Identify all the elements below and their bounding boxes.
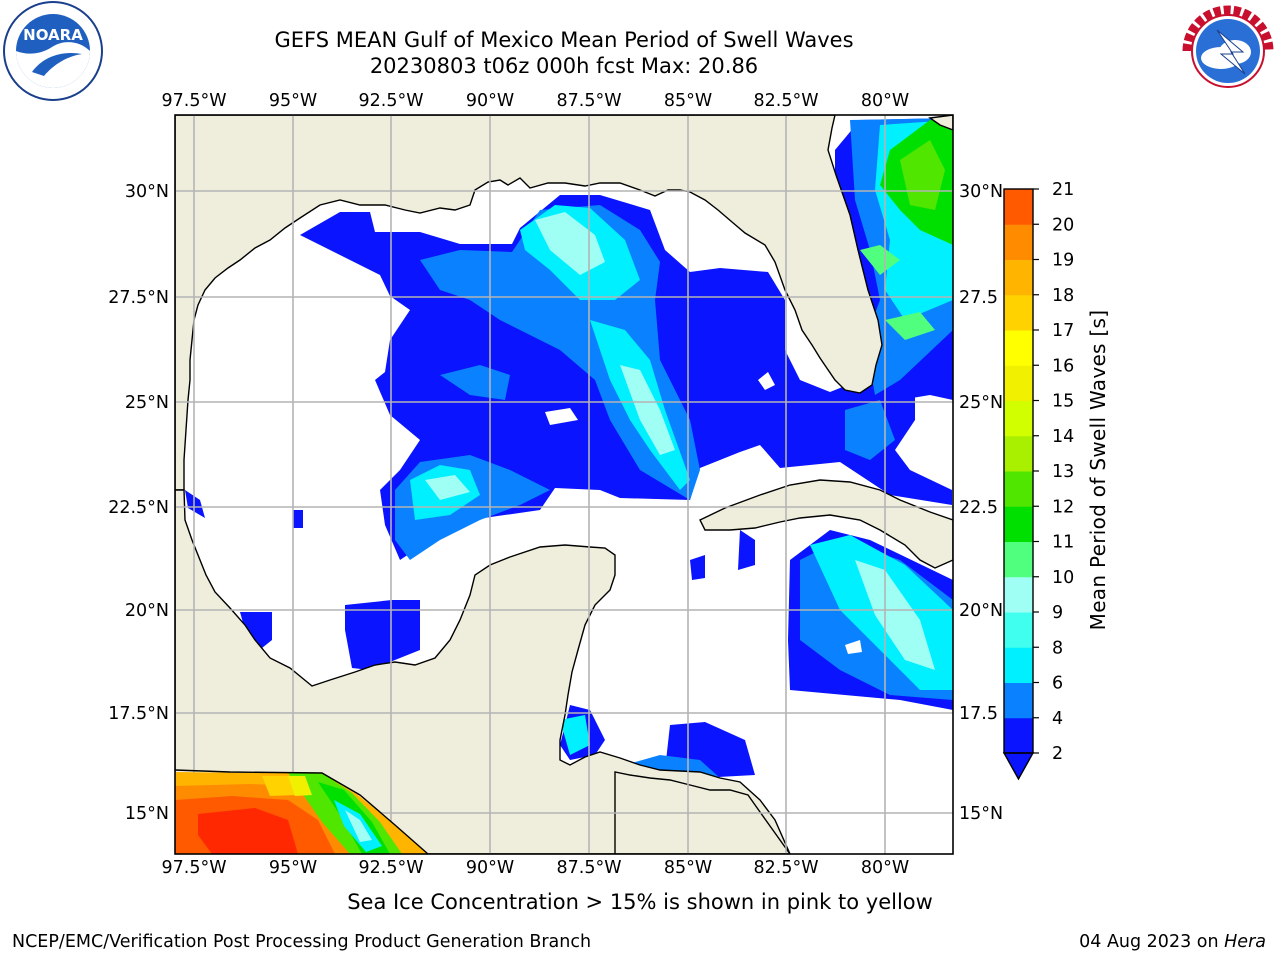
lat-label-right: 30°N <box>959 182 1003 202</box>
colorbar-tick-label: 6 <box>1052 674 1063 694</box>
colorbar-segment <box>1004 576 1033 613</box>
footer-date-text: 04 Aug 2023 on <box>1079 932 1225 952</box>
colorbar-segment <box>1004 612 1033 648</box>
lon-label-top: 90°W <box>466 91 514 111</box>
lon-label-bottom: 80°W <box>861 858 909 878</box>
graticule <box>175 115 953 854</box>
nws-logo <box>1180 3 1276 99</box>
colorbar-segment <box>1004 717 1033 754</box>
colorbar-tick-label: 2 <box>1052 744 1063 764</box>
colorbar-segment <box>1004 541 1033 578</box>
colorbar-tick-label: 21 <box>1052 180 1074 200</box>
colorbar-tick-label: 15 <box>1052 392 1074 412</box>
sea-ice-note: Sea Ice Concentration > 15% is shown in … <box>347 890 933 914</box>
lon-label-bottom: 85°W <box>664 858 712 878</box>
colorbar-segment <box>1004 400 1033 437</box>
lon-label-bottom: 97.5°W <box>161 858 226 878</box>
map-title: GEFS MEAN Gulf of Mexico Mean Period of … <box>274 28 854 52</box>
footer-credit: NCEP/EMC/Verification Post Processing Pr… <box>12 932 592 952</box>
colorbar-tick-label: 18 <box>1052 286 1074 306</box>
colorbar-segment <box>1004 330 1033 366</box>
lat-label-left: 22.5°N <box>108 498 169 518</box>
lat-label-right: 20°N <box>959 601 1003 621</box>
lat-label-right: 25°N <box>959 393 1003 413</box>
lat-label-left: 17.5°N <box>108 704 169 724</box>
lon-label-top: 80°W <box>861 91 909 111</box>
colorbar-segment <box>1004 189 1033 225</box>
colorbar: 21 20 19 18 17 16 15 14 13 12 11 10 9 8 6 4 2 <box>1002 180 1074 781</box>
lon-label-bottom: 82.5°W <box>753 858 818 878</box>
colorbar-segment <box>1004 506 1033 542</box>
colorbar-segment <box>1004 682 1033 719</box>
lat-label-left: 27.5°N <box>108 288 169 308</box>
map-subtitle: 20230803 t06z 000h fcst Max: 20.86 <box>369 54 759 78</box>
lat-label-left: 15°N <box>125 804 169 824</box>
lon-label-top: 85°W <box>664 91 712 111</box>
lon-label-top: 92.5°W <box>358 91 423 111</box>
map-frame <box>174 114 954 855</box>
lat-label-left: 25°N <box>125 393 169 413</box>
colorbar-segment <box>1004 435 1033 472</box>
colorbar-tick-label: 19 <box>1052 251 1074 271</box>
colorbar-tick-label: 10 <box>1052 568 1074 588</box>
lon-label-bottom: 92.5°W <box>358 858 423 878</box>
colorbar-segment <box>1004 471 1033 507</box>
lat-label-right: 15°N <box>959 804 1003 824</box>
lon-label-top: 97.5°W <box>161 91 226 111</box>
footer-date: 04 Aug 2023 on Hera <box>1079 932 1266 952</box>
colorbar-segment <box>1004 647 1033 683</box>
colorbar-tick-label: 17 <box>1052 321 1074 341</box>
colorbar-tick-label: 9 <box>1052 603 1063 623</box>
lon-label-bottom: 87.5°W <box>556 858 621 878</box>
noaa-logo: NOARA <box>3 1 103 101</box>
colorbar-tick-label: 20 <box>1052 215 1074 235</box>
lat-label-left: 30°N <box>125 182 169 202</box>
lon-label-top: 95°W <box>269 91 317 111</box>
colorbar-segment <box>1004 294 1033 331</box>
colorbar-segment <box>1004 259 1033 296</box>
lat-label-right: 22.5 <box>959 498 998 518</box>
pacific-swell-field <box>175 769 429 854</box>
noaa-logo-text: NOARA <box>23 26 83 44</box>
lon-label-top: 82.5°W <box>753 91 818 111</box>
colorbar-segment <box>1004 224 1033 260</box>
lat-label-right: 27.5 <box>959 288 998 308</box>
lon-label-bottom: 95°W <box>269 858 317 878</box>
colorbar-extend-arrow <box>1002 752 1035 781</box>
lat-label-left: 20°N <box>125 601 169 621</box>
colorbar-tick-label: 11 <box>1052 533 1074 553</box>
lon-label-bottom: 90°W <box>466 858 514 878</box>
colorbar-tick-label: 4 <box>1052 709 1063 729</box>
lon-label-top: 87.5°W <box>556 91 621 111</box>
colorbar-tick-label: 8 <box>1052 638 1063 658</box>
colorbar-tick-label: 16 <box>1052 356 1074 376</box>
lat-label-right: 17.5 <box>959 704 998 724</box>
footer-host: Hera <box>1224 932 1266 952</box>
colorbar-segment <box>1004 365 1033 401</box>
colorbar-tick-label: 12 <box>1052 497 1074 517</box>
colorbar-title: Mean Period of Swell Waves [s] <box>1086 309 1110 631</box>
colorbar-tick-label: 13 <box>1052 462 1074 482</box>
colorbar-tick-label: 14 <box>1052 427 1074 447</box>
